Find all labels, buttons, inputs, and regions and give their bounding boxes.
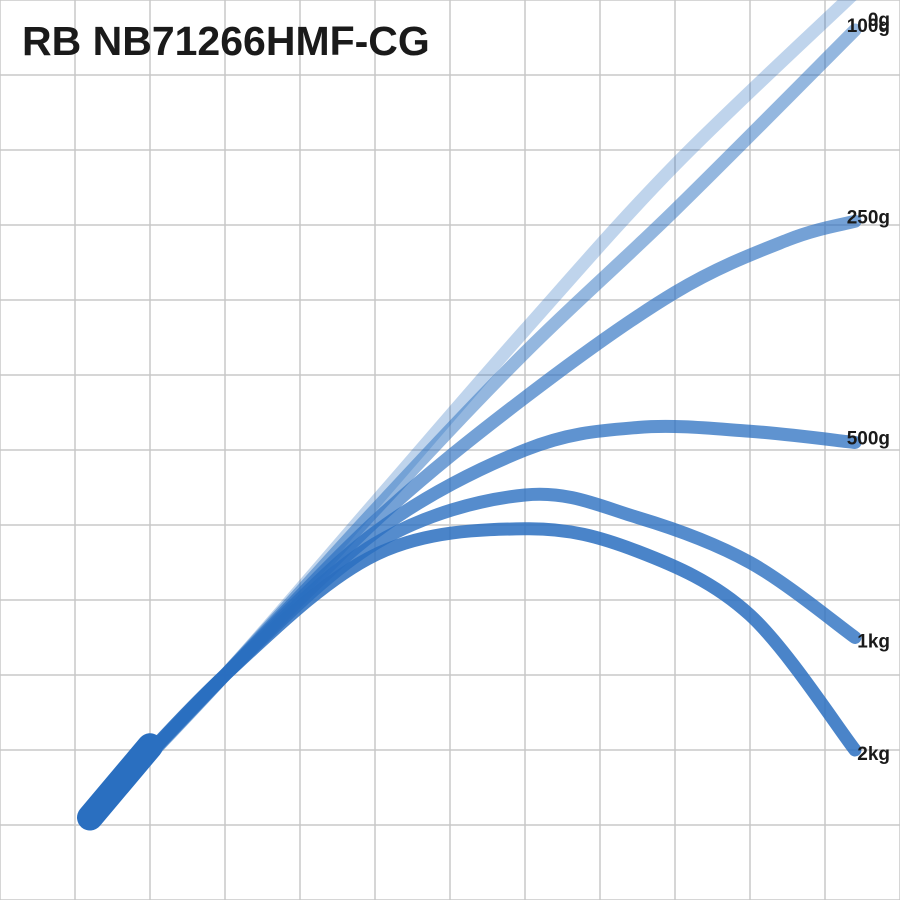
curve-label-250g: 250g xyxy=(847,207,890,228)
bend-curve-250g xyxy=(83,214,862,824)
curve-label-0g: 0g xyxy=(868,10,890,31)
curve-label-1kg: 1kg xyxy=(857,632,890,653)
curve-label-2kg: 2kg xyxy=(857,744,890,765)
bend-curve-500g xyxy=(83,419,862,824)
chart-title: RB NB71266HMF-CG xyxy=(22,18,430,64)
bend-curve-1kg xyxy=(83,487,862,824)
rod-butt xyxy=(77,733,163,831)
curve-label-500g: 500g xyxy=(847,429,890,450)
curve-label-100g: 100g xyxy=(847,16,890,37)
bend-curves xyxy=(77,0,862,831)
bend-curve-2kg xyxy=(83,522,862,824)
